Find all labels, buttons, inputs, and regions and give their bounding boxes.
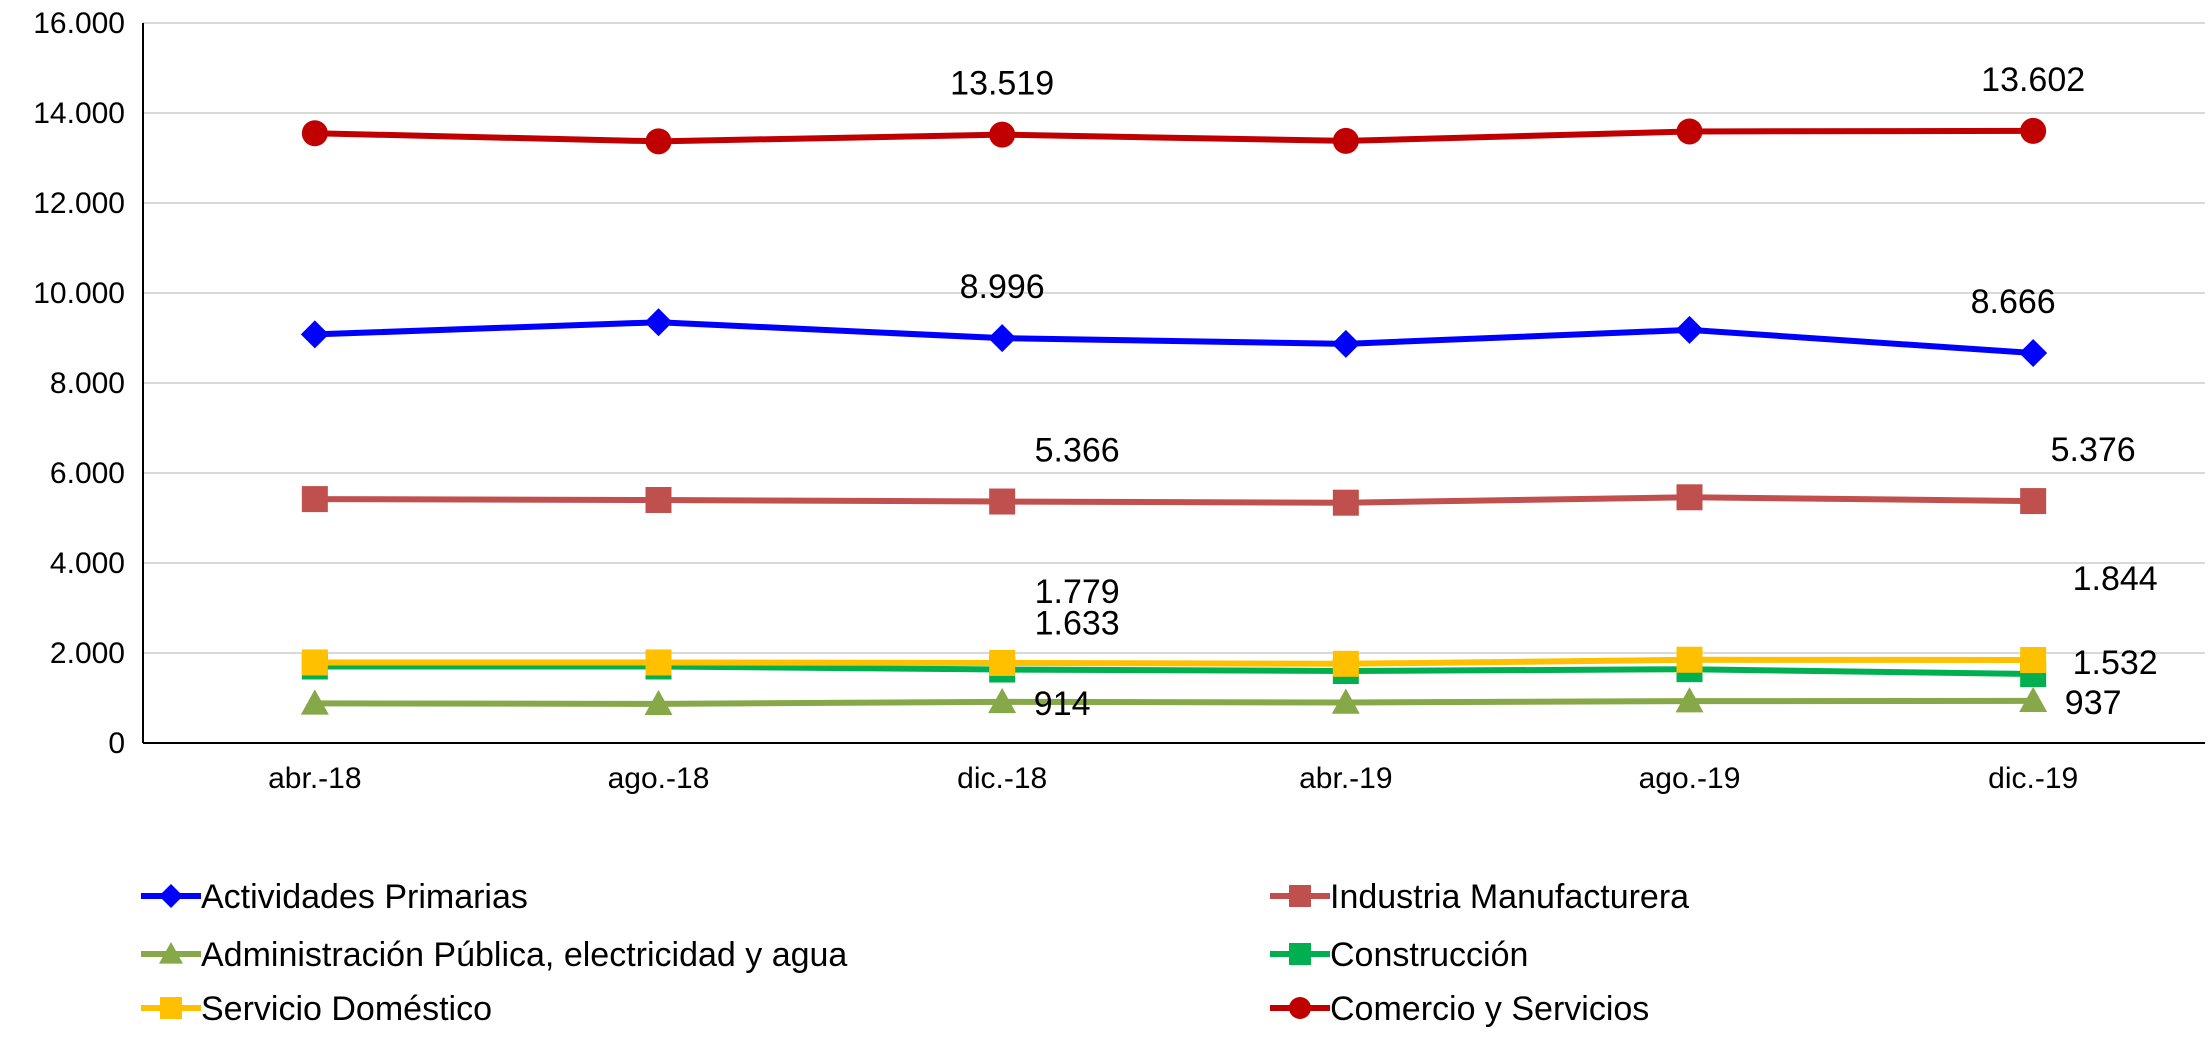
data-point-industria-manufacturera [645, 487, 672, 513]
legend-swatch-marker [160, 997, 182, 1019]
legend: Actividades Primarias Industria Manufactu… [141, 878, 1689, 1028]
data-point-industria-manufacturera [1676, 484, 1703, 511]
legend-label: Actividades Primarias [201, 878, 528, 916]
data-point-industria-manufacturera [989, 488, 1016, 515]
series-actividades-primarias [300, 308, 2048, 368]
data-label-comercio-y-servicios: 13.519 [950, 65, 1054, 103]
y-tick-label: 6.000 [50, 457, 125, 490]
data-point-administracion-publica-electricidad-y-agua [644, 689, 673, 716]
series-industria-manufacturera [301, 484, 2047, 516]
legend-item-industria-manufacturera: Industria Manufacturera [1270, 878, 1689, 916]
data-point-industria-manufacturera [1332, 489, 1359, 516]
series-administracion-publica-electricidad-y-agua [300, 686, 2048, 716]
data-point-administracion-publica-electricidad-y-agua [1331, 688, 1360, 714]
data-label-administracion-publica-electricidad-y-agua: 937 [2065, 684, 2122, 722]
x-tick-label: dic.-18 [957, 762, 1047, 795]
y-tick-label: 10.000 [33, 277, 125, 310]
data-label-servicio-domestico: 1.779 [1035, 573, 1120, 611]
data-point-administracion-publica-electricidad-y-agua [1675, 687, 1704, 713]
data-point-servicio-domestico [645, 649, 672, 676]
axes: 0 2.000 4.000 6.000 8.000 10.000 12.000 14.000 1… [33, 7, 2205, 795]
y-tick-label: 12.000 [33, 187, 125, 220]
data-point-actividades-primarias [2019, 339, 2048, 368]
legend-label: Construcción [1330, 936, 1528, 974]
data-point-comercio-y-servicios [1332, 127, 1359, 154]
legend-item-construccion: Construcción [1270, 936, 1528, 974]
legend-swatch-marker [1289, 997, 1311, 1019]
series-line-actividades-primarias [314, 319, 2034, 357]
x-tick-label: ago.-19 [1639, 762, 1741, 795]
data-point-comercio-y-servicios [1676, 118, 1703, 145]
data-label-industria-manufacturera: 5.376 [2051, 431, 2136, 469]
data-point-servicio-domestico [2020, 647, 2047, 674]
data-point-comercio-y-servicios [301, 120, 328, 147]
x-tick-label: ago.-18 [608, 762, 710, 795]
data-label-servicio-domestico: 1.844 [2073, 560, 2158, 598]
gridlines [143, 22, 2205, 654]
data-label-actividades-primarias: 8.996 [960, 268, 1045, 306]
y-tick-label: 0 [108, 727, 125, 760]
data-point-comercio-y-servicios [2020, 117, 2047, 144]
data-point-administracion-publica-electricidad-y-agua [300, 689, 329, 715]
series-line-industria-manufacturera [314, 494, 2034, 506]
data-label-administracion-publica-electricidad-y-agua: 914 [1034, 685, 1091, 723]
series-line-construccion [314, 663, 2034, 678]
legend-label: Industria Manufacturera [1330, 878, 1689, 916]
data-point-servicio-domestico [1332, 650, 1359, 677]
legend-item-comercio-y-servicios: Comercio y Servicios [1270, 990, 1649, 1028]
series-servicio-domestico [301, 646, 2047, 677]
y-tick-label: 4.000 [50, 547, 125, 580]
data-point-actividades-primarias [988, 324, 1017, 353]
x-tick-label: dic.-19 [1988, 762, 2078, 795]
y-tick-label: 16.000 [33, 7, 125, 40]
data-point-servicio-domestico [989, 649, 1016, 676]
data-label-comercio-y-servicios: 13.602 [1981, 61, 2085, 99]
series-comercio-y-servicios [301, 117, 2047, 155]
legend-item-servicio-domestico: Servicio Doméstico [141, 990, 492, 1028]
data-point-comercio-y-servicios [645, 128, 672, 155]
data-point-actividades-primarias [644, 308, 673, 337]
data-labels: 8.996 8.666 5.366 5.376 914 937 1.633 1.532 1.77… [950, 61, 2158, 723]
data-point-administracion-publica-electricidad-y-agua [988, 687, 1017, 714]
legend-label: Administración Pública, electricidad y a… [201, 936, 847, 974]
data-point-industria-manufacturera [301, 486, 328, 513]
series-line-administracion-publica-electricidad-y-agua [314, 697, 2034, 707]
legend-swatch-marker [159, 884, 183, 908]
data-point-administracion-publica-electricidad-y-agua [2019, 686, 2048, 713]
data-point-actividades-primarias [1675, 315, 1704, 344]
legend-item-actividades-primarias: Actividades Primarias [141, 878, 528, 916]
data-point-actividades-primarias [1331, 329, 1360, 358]
x-tick-label: abr.-18 [268, 762, 361, 795]
data-label-construccion: 1.633 [1035, 605, 1120, 643]
data-point-servicio-domestico [1676, 646, 1703, 673]
legend-swatch-marker [159, 942, 183, 964]
series-line-comercio-y-servicios [314, 127, 2034, 145]
legend-item-administracion-publica-electricidad-y-agua: Administración Pública, electricidad y a… [141, 936, 847, 974]
data-point-actividades-primarias [300, 320, 329, 349]
data-label-industria-manufacturera: 5.366 [1035, 432, 1120, 470]
legend-swatch-marker [1289, 943, 1311, 965]
series-line-servicio-domestico [314, 656, 2034, 667]
legend-label: Comercio y Servicios [1330, 990, 1649, 1028]
y-tick-label: 2.000 [50, 637, 125, 670]
y-tick-label: 14.000 [33, 97, 125, 130]
data-point-comercio-y-servicios [989, 121, 1016, 148]
legend-swatch-marker [1289, 885, 1311, 907]
series [300, 117, 2048, 716]
y-tick-label: 8.000 [50, 367, 125, 400]
x-tick-label: abr.-19 [1299, 762, 1392, 795]
data-point-servicio-domestico [301, 649, 328, 676]
data-label-construccion: 1.532 [2073, 644, 2158, 682]
data-point-industria-manufacturera [2020, 488, 2047, 515]
legend-label: Servicio Doméstico [201, 990, 492, 1028]
data-label-actividades-primarias: 8.666 [1971, 283, 2056, 321]
